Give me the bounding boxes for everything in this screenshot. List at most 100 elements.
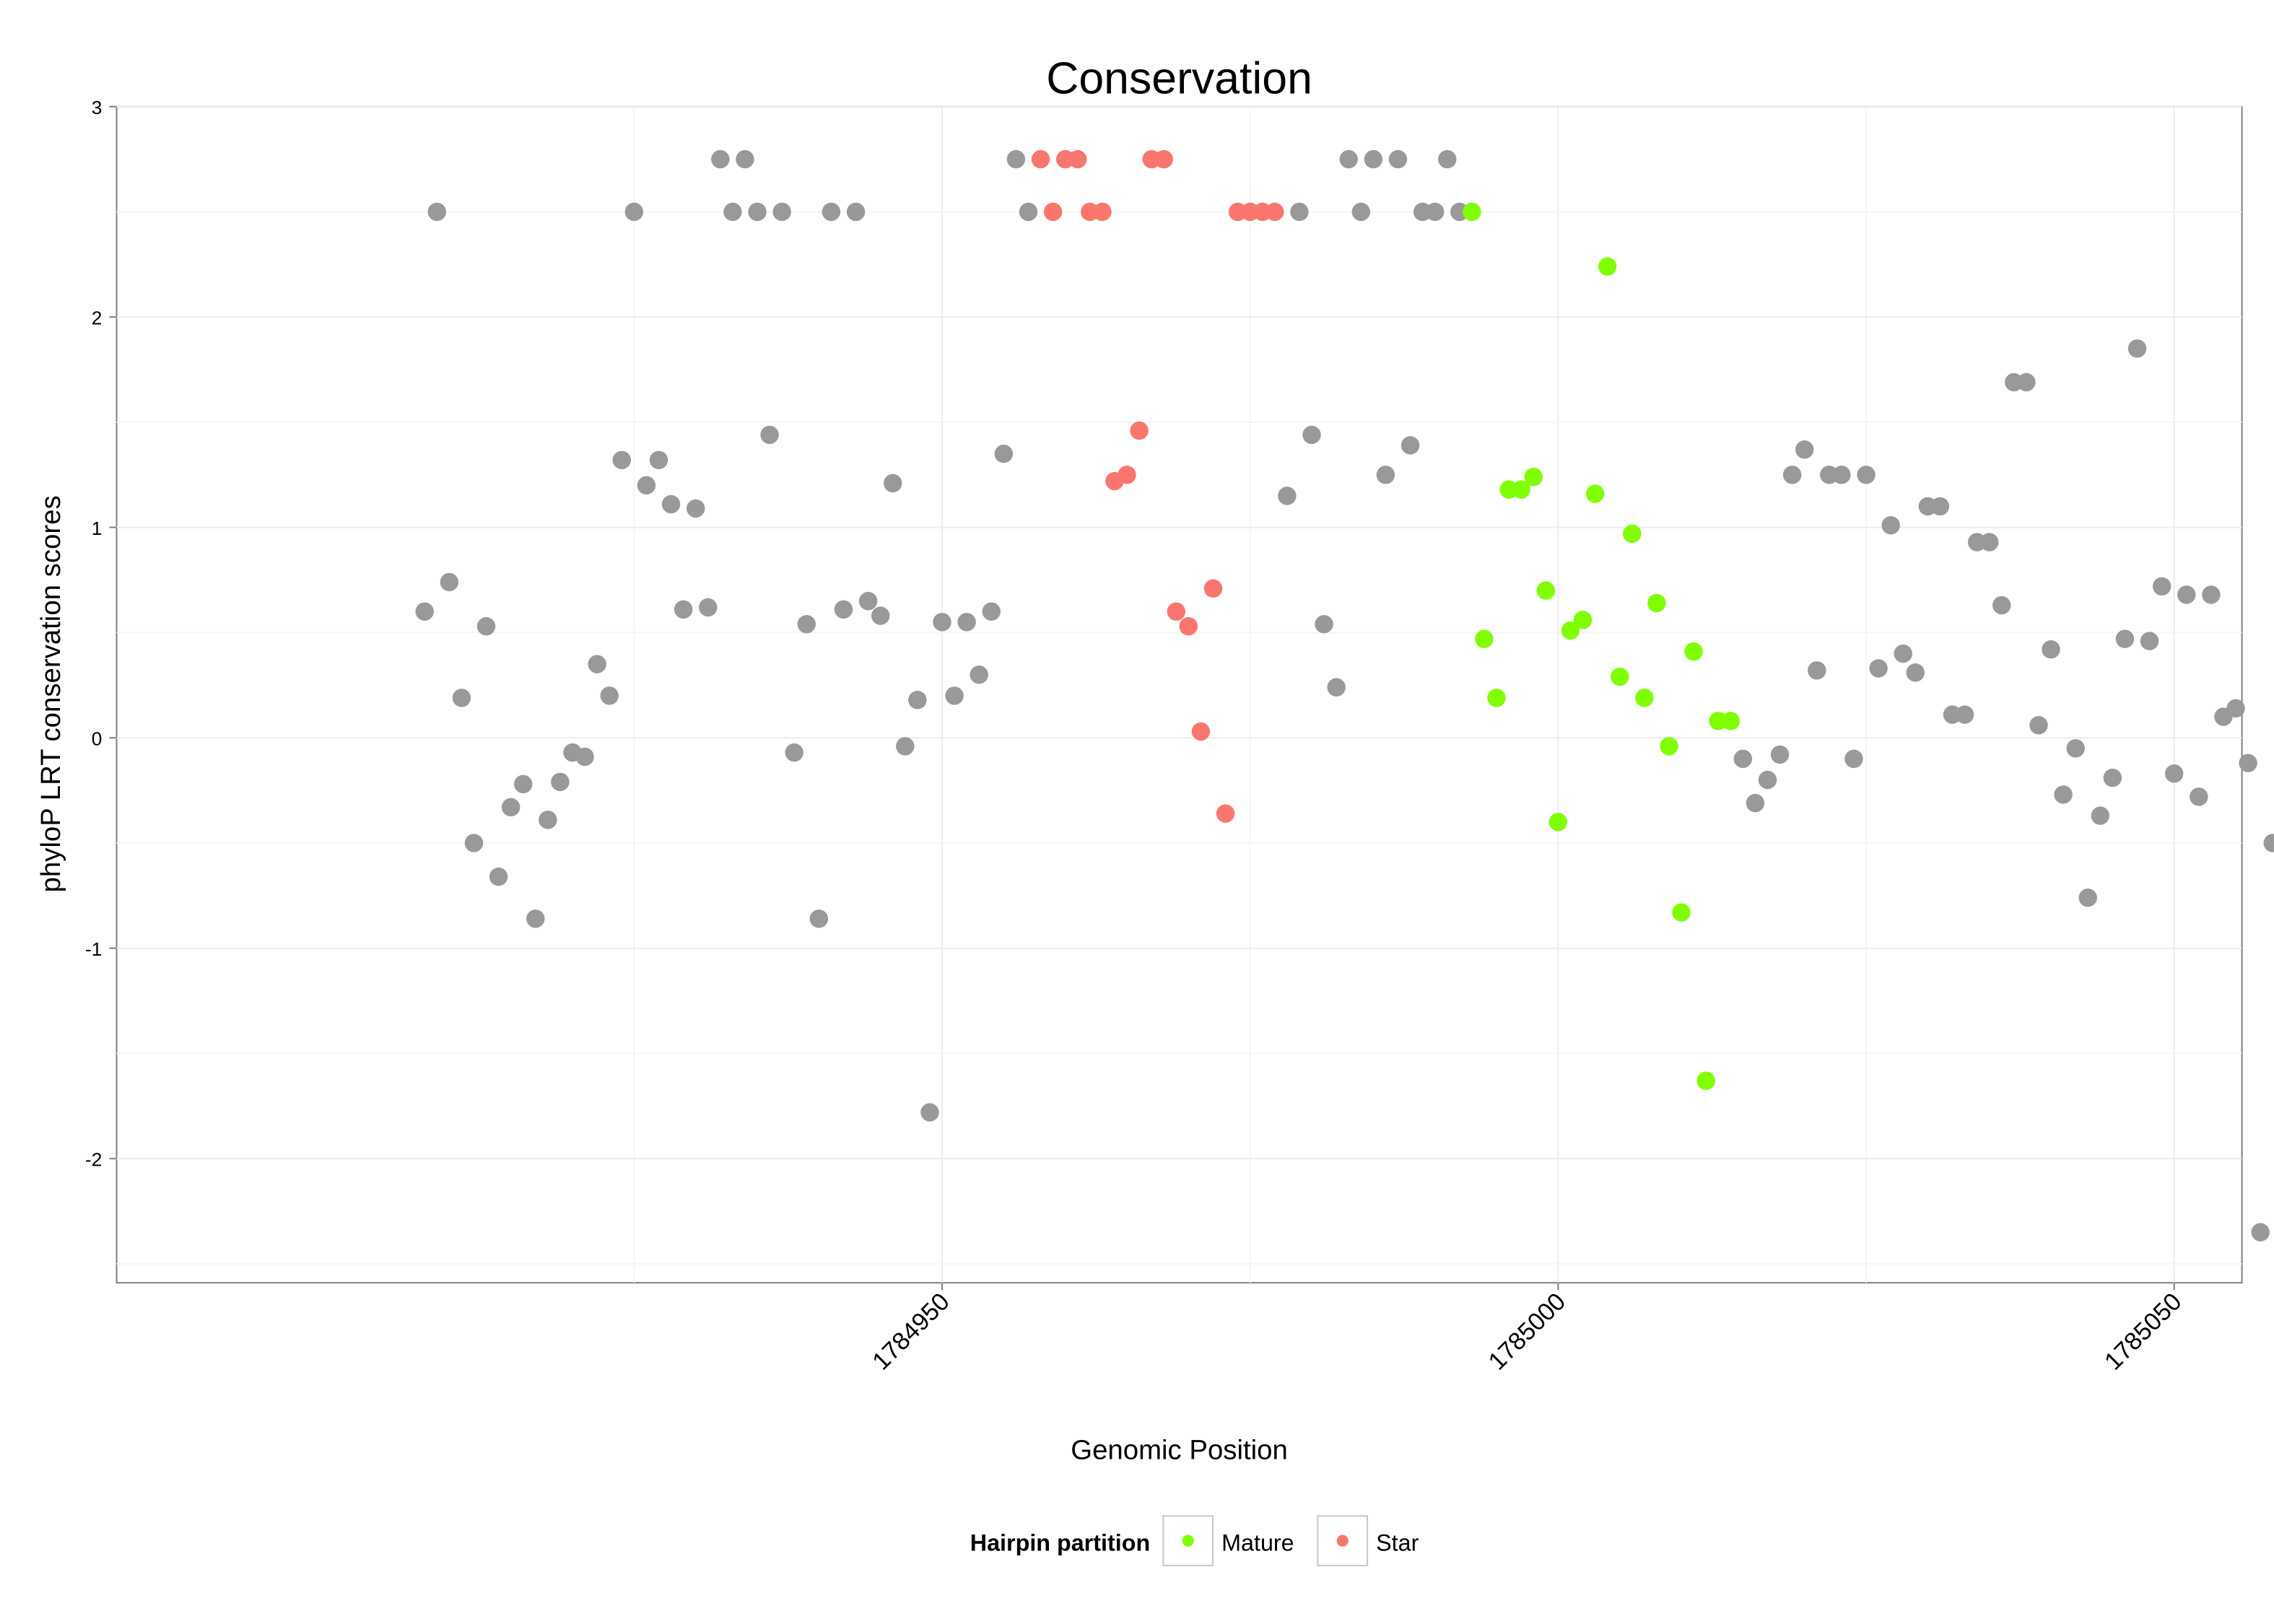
data-point-mature xyxy=(1672,903,1691,922)
legend-dot-mature xyxy=(1182,1534,1194,1547)
data-point-other xyxy=(2127,339,2147,358)
data-point-other xyxy=(2239,754,2257,772)
data-point-other xyxy=(994,444,1014,463)
data-point-other xyxy=(526,909,545,928)
data-point-other xyxy=(1770,745,1790,764)
data-point-other xyxy=(1315,615,1333,634)
data-point-other xyxy=(476,616,496,636)
data-point-other xyxy=(772,202,791,222)
data-point-other xyxy=(920,1103,939,1122)
data-point-other xyxy=(2078,889,2097,907)
data-point-other xyxy=(1278,486,1297,505)
data-point-mature xyxy=(1684,642,1703,661)
data-point-other xyxy=(2263,834,2274,852)
data-point-other xyxy=(464,834,484,852)
x-axis: 1784950 1785000 1785050 xyxy=(867,1283,2187,1376)
legend-title: Hairpin partition xyxy=(970,1530,1150,1556)
legend-label-mature: Mature xyxy=(1221,1530,1294,1556)
data-point-other xyxy=(699,598,718,617)
data-point-other xyxy=(1758,770,1777,790)
data-point-other xyxy=(686,499,705,518)
data-point-mature xyxy=(1696,1071,1715,1091)
y-tick-label: 2 xyxy=(92,307,103,328)
data-point-other xyxy=(551,772,570,792)
data-point-other xyxy=(2226,699,2245,718)
x-tick-label: 1784950 xyxy=(867,1288,954,1375)
data-point-other xyxy=(1906,663,1925,682)
data-point-other xyxy=(575,747,594,767)
data-point-mature xyxy=(1623,524,1642,543)
data-point-other xyxy=(1869,659,1888,678)
data-point-other xyxy=(1376,466,1395,484)
data-point-other xyxy=(1795,440,1814,459)
data-point-mature xyxy=(1561,621,1580,640)
data-point-other xyxy=(858,592,878,611)
data-point-mature xyxy=(1548,813,1568,831)
data-point-star xyxy=(1130,421,1149,440)
data-point-star xyxy=(1191,722,1211,741)
data-point-other xyxy=(612,450,632,470)
data-point-other xyxy=(797,615,816,634)
data-point-other xyxy=(1992,595,2011,615)
data-point-other xyxy=(2202,585,2221,604)
data-point-mature xyxy=(1573,611,1593,629)
data-point-other xyxy=(1438,149,1457,169)
data-point-other xyxy=(1006,149,1026,169)
data-point-other xyxy=(1832,466,1851,484)
y-tick-label: 1 xyxy=(92,518,103,539)
data-point-other xyxy=(637,476,656,495)
data-point-star xyxy=(1265,202,1284,222)
data-point-mature xyxy=(1512,480,1530,499)
data-point-other xyxy=(661,494,681,514)
data-point-other xyxy=(1351,202,1371,222)
data-point-other xyxy=(970,665,988,684)
data-point-other xyxy=(933,613,951,632)
data-point-mature xyxy=(1610,667,1629,686)
data-point-other xyxy=(711,149,730,169)
data-point-other xyxy=(1019,202,1038,222)
data-point-other xyxy=(736,149,754,169)
data-point-star xyxy=(1216,804,1235,823)
data-point-star xyxy=(1167,602,1186,621)
data-point-other xyxy=(982,602,1001,621)
y-tick-label: 0 xyxy=(92,728,103,749)
data-point-other xyxy=(2140,632,2159,650)
data-point-other xyxy=(1844,749,1863,769)
legend-label-star: Star xyxy=(1376,1530,1419,1556)
data-point-other xyxy=(1733,749,1753,769)
data-point-mature xyxy=(1635,689,1654,707)
data-point-other xyxy=(2029,715,2048,735)
data-point-other xyxy=(1808,661,1826,680)
y-axis-label: phyloP LRT conservation scores xyxy=(35,495,66,892)
data-point-other xyxy=(1388,149,1408,169)
y-tick-label: -1 xyxy=(85,938,102,960)
legend: Hairpin partition Mature Star xyxy=(970,1515,1419,1566)
data-point-other xyxy=(674,600,693,619)
data-point-other xyxy=(415,602,434,621)
data-point-other xyxy=(846,202,866,222)
data-point-other xyxy=(760,425,779,445)
data-point-other xyxy=(822,202,841,222)
data-point-mature xyxy=(1598,257,1617,276)
data-point-other xyxy=(2164,764,2184,783)
data-point-star xyxy=(1068,149,1087,169)
data-point-other xyxy=(624,202,644,222)
data-point-other xyxy=(501,798,520,817)
data-point-other xyxy=(1302,425,1321,445)
data-point-other xyxy=(2115,629,2135,648)
data-point-mature xyxy=(1475,629,1494,648)
data-point-other xyxy=(908,691,927,710)
data-point-other xyxy=(2066,739,2085,758)
data-point-other xyxy=(2103,768,2122,787)
data-point-mature xyxy=(1524,468,1543,486)
data-point-other xyxy=(957,613,976,632)
data-point-other xyxy=(427,202,446,222)
data-point-other xyxy=(588,655,606,673)
data-point-other xyxy=(1881,516,1900,535)
x-axis-label: Genomic Position xyxy=(1071,1435,1288,1466)
data-point-other xyxy=(1857,466,1876,484)
data-point-other xyxy=(2251,1223,2270,1241)
y-axis: -2 -1 0 1 2 3 xyxy=(85,97,117,1170)
data-point-other xyxy=(514,774,533,794)
data-point-other xyxy=(1955,705,1974,724)
